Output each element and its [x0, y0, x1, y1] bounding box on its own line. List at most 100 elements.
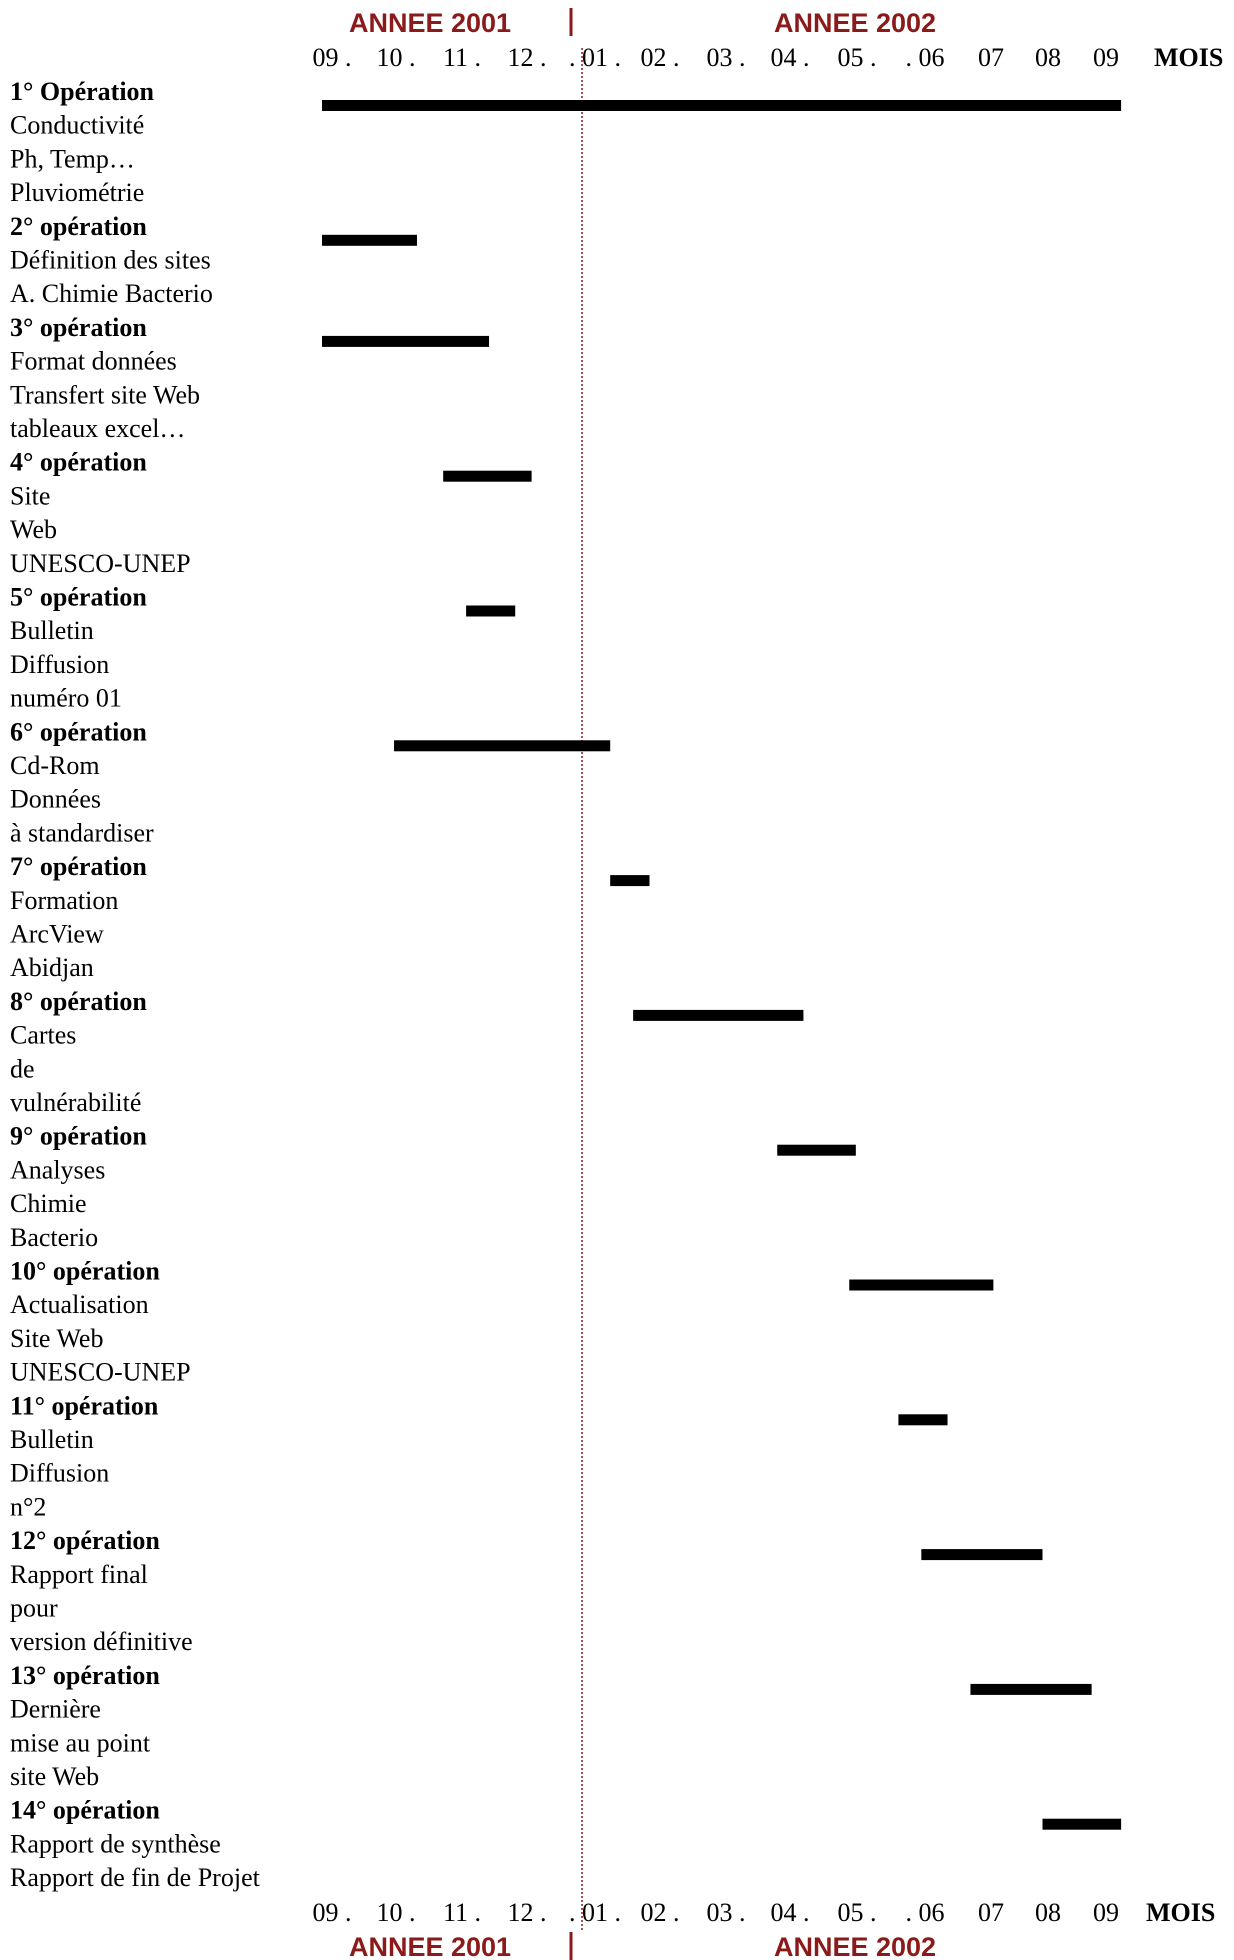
gantt-bar	[322, 100, 1122, 111]
operation-title: 8° opération	[10, 987, 147, 1016]
operation-detail-line: Formation	[10, 886, 118, 915]
gantt-bar	[443, 470, 532, 482]
month-tick-label: 08	[1035, 43, 1061, 72]
gantt-bar	[322, 335, 490, 347]
operation-detail-line: site Web	[10, 1762, 99, 1791]
operation-detail-line: ArcView	[10, 920, 104, 949]
gantt-bar	[633, 1009, 804, 1021]
operation-detail-line: Conductivité	[10, 111, 144, 140]
gantt-bar	[898, 1414, 948, 1426]
year-label-2001-top: ANNEE 2001	[349, 8, 511, 38]
operation-title: 1° Opération	[10, 77, 155, 106]
month-tick-label: . 01 .	[569, 43, 621, 72]
operation-detail-line: Transfert site Web	[10, 380, 200, 409]
year-label-2002-top: ANNEE 2002	[774, 8, 936, 38]
operation-detail-line: A. Chimie Bacterio	[10, 279, 213, 308]
month-tick-label: 03 .	[707, 43, 746, 72]
gantt-bar	[610, 875, 650, 887]
operation-detail-line: Abidjan	[10, 953, 94, 982]
operation-detail-line: Web	[10, 515, 57, 544]
operation-detail-line: pour	[10, 1594, 58, 1623]
year-label-2002-bottom: ANNEE 2002	[774, 1932, 936, 1960]
gantt-bar	[466, 605, 516, 617]
operation-detail-line: Ph, Temp…	[10, 144, 135, 173]
operation-detail-line: mise au point	[10, 1728, 151, 1757]
operation-detail-line: Bacterio	[10, 1223, 98, 1252]
month-tick-label: 05 .	[838, 1898, 877, 1927]
operation-title: 4° opération	[10, 448, 147, 477]
month-tick-label: 02 .	[641, 43, 680, 72]
gantt-bar	[849, 1279, 994, 1291]
operation-detail-line: Format données	[10, 347, 177, 376]
operation-detail-line: Rapport de synthèse	[10, 1829, 221, 1858]
operation-title: 2° opération	[10, 212, 147, 241]
axis-label-mois-bottom: MOIS	[1146, 1898, 1215, 1927]
operation-title: 3° opération	[10, 313, 147, 342]
month-tick-label: 12 .	[508, 43, 547, 72]
month-tick-label: 03 .	[707, 1898, 746, 1927]
operation-detail-line: Cd-Rom	[10, 751, 100, 780]
operation-detail-line: Rapport de fin de Projet	[10, 1863, 261, 1892]
month-tick-label: 04 .	[771, 43, 810, 72]
operation-title: 12° opération	[10, 1526, 160, 1555]
operation-detail-line: Rapport final	[10, 1560, 148, 1589]
operation-title: 6° opération	[10, 717, 147, 746]
operation-detail-line: vulnérabilité	[10, 1088, 141, 1117]
month-tick-label: 10 .	[377, 1898, 416, 1927]
operation-detail-line: Analyses	[10, 1155, 105, 1184]
operation-detail-line: UNESCO-UNEP	[10, 1358, 191, 1387]
gantt-bar	[322, 234, 417, 246]
month-tick-label: 12 .	[508, 1898, 547, 1927]
operation-detail-line: tableaux excel…	[10, 414, 185, 443]
gantt-bar	[394, 740, 611, 752]
operation-detail-line: Données	[10, 785, 101, 814]
operation-detail-line: de	[10, 1054, 35, 1083]
month-tick-label: 11 .	[443, 1898, 481, 1927]
operation-detail-line: Diffusion	[10, 650, 109, 679]
operation-detail-line: n°2	[10, 1492, 46, 1521]
gantt-bar	[921, 1549, 1043, 1561]
operation-detail-line: numéro 01	[10, 684, 122, 713]
month-tick-label: 04 .	[771, 1898, 810, 1927]
gantt-bar	[1042, 1818, 1122, 1830]
operation-detail-line: Diffusion	[10, 1459, 109, 1488]
month-tick-label: 09 .	[313, 1898, 352, 1927]
operation-detail-line: version définitive	[10, 1627, 193, 1656]
operation-title: 13° opération	[10, 1661, 160, 1690]
month-tick-label: 10 .	[377, 43, 416, 72]
operation-detail-line: Bulletin	[10, 616, 94, 645]
month-tick-label: 11 .	[443, 43, 481, 72]
operation-detail-line: Cartes	[10, 1021, 76, 1050]
axis-label-mois-top: MOIS	[1154, 43, 1223, 72]
operation-title: 14° opération	[10, 1796, 160, 1825]
operation-title: 7° opération	[10, 852, 147, 881]
month-tick-label: 07	[978, 1898, 1004, 1927]
operation-title: 10° opération	[10, 1257, 160, 1286]
month-tick-label: 09 .	[313, 43, 352, 72]
month-tick-label: . 06	[906, 1898, 945, 1927]
operation-detail-line: Actualisation	[10, 1290, 149, 1319]
year-label-2001-bottom: ANNEE 2001	[349, 1932, 511, 1960]
month-tick-label: 09	[1093, 1898, 1119, 1927]
operation-detail-line: Site	[10, 481, 50, 510]
operation-title: 9° opération	[10, 1122, 147, 1151]
operation-detail-line: Bulletin	[10, 1425, 94, 1454]
month-tick-label: 08	[1035, 1898, 1061, 1927]
operation-detail-line: Site Web	[10, 1324, 103, 1353]
gantt-bar	[777, 1144, 856, 1156]
gantt-bar	[970, 1683, 1092, 1695]
operation-title: 5° opération	[10, 583, 147, 612]
operation-detail-line: Chimie	[10, 1189, 87, 1218]
month-tick-label: 05 .	[838, 43, 877, 72]
month-tick-label: . 01 .	[569, 1898, 621, 1927]
month-tick-label: 02 .	[641, 1898, 680, 1927]
operation-detail-line: Pluviométrie	[10, 178, 144, 207]
month-tick-label: 07	[978, 43, 1004, 72]
operation-title: 11° opération	[10, 1391, 159, 1420]
operation-detail-line: à standardiser	[10, 818, 154, 847]
month-tick-label: . 06	[906, 43, 945, 72]
operation-detail-line: UNESCO-UNEP	[10, 549, 191, 578]
month-tick-label: 09	[1093, 43, 1119, 72]
operation-detail-line: Définition des sites	[10, 246, 211, 275]
